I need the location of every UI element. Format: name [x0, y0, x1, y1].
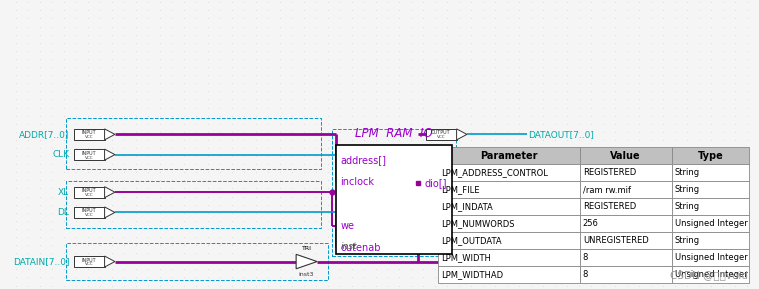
Bar [439, 147, 580, 164]
Bar [672, 181, 749, 198]
Text: INPUT: INPUT [82, 257, 96, 263]
Text: dio[]: dio[] [425, 178, 447, 188]
Bar [580, 198, 672, 215]
Bar [580, 266, 672, 283]
Bar [411, 150, 620, 171]
Text: VCC: VCC [84, 155, 93, 160]
Bar [439, 232, 580, 249]
Text: 8: 8 [583, 253, 588, 262]
Text: VCC: VCC [84, 262, 93, 266]
Text: Unsigned Integer: Unsigned Integer [675, 253, 748, 262]
Text: VCC: VCC [84, 193, 93, 197]
Text: Value: Value [610, 151, 641, 161]
Bar [672, 198, 749, 215]
Bar [580, 181, 672, 198]
Bar [580, 147, 672, 164]
Text: VCC: VCC [84, 135, 93, 139]
Text: LPM_WIDTH: LPM_WIDTH [442, 253, 491, 262]
Polygon shape [105, 129, 115, 140]
Bar [66, 181, 321, 228]
Text: Unsigned Integer: Unsigned Integer [675, 219, 748, 228]
Text: LPM_FILE: LPM_FILE [442, 185, 480, 194]
Polygon shape [105, 187, 115, 198]
Bar [439, 198, 580, 215]
Text: Unsigned Integer: Unsigned Integer [675, 270, 748, 279]
Text: LPM_NUMWORDS: LPM_NUMWORDS [442, 219, 515, 228]
FancyBboxPatch shape [74, 149, 105, 160]
Text: String: String [675, 168, 700, 177]
Bar [66, 243, 329, 280]
Bar [580, 215, 672, 232]
Text: inclock: inclock [340, 177, 374, 187]
Bar [672, 215, 749, 232]
Text: VCC: VCC [84, 213, 93, 217]
Text: CSDN @甘晴void: CSDN @甘晴void [669, 270, 748, 280]
Text: we: we [340, 221, 354, 231]
FancyBboxPatch shape [426, 129, 457, 140]
Bar [580, 249, 672, 266]
Text: inst3: inst3 [299, 272, 314, 277]
Bar [439, 266, 580, 283]
Text: /ram rw.mif: /ram rw.mif [583, 185, 631, 194]
Bar [580, 232, 672, 249]
Text: OUTPUT: OUTPUT [431, 130, 451, 136]
Text: TRI: TRI [301, 247, 312, 251]
FancyBboxPatch shape [74, 207, 105, 218]
Text: Parameter: Parameter [480, 151, 538, 161]
FancyBboxPatch shape [74, 129, 105, 140]
Polygon shape [105, 149, 115, 160]
Text: String: String [675, 185, 700, 194]
Bar [672, 266, 749, 283]
Text: 256: 256 [583, 219, 599, 228]
Text: INPUT: INPUT [82, 208, 96, 214]
FancyBboxPatch shape [74, 256, 105, 267]
Bar [439, 181, 580, 198]
Bar [439, 215, 580, 232]
Text: LPM_WIDTHAD: LPM_WIDTHAD [442, 270, 503, 279]
Bar [66, 118, 321, 169]
Bar [672, 147, 749, 164]
Text: LPM  RAM  IO: LPM RAM IO [355, 127, 433, 140]
Bar [439, 164, 580, 181]
Text: DL: DL [58, 208, 69, 217]
Text: outenab: outenab [340, 243, 381, 253]
Text: INPUT: INPUT [82, 188, 96, 193]
Bar [439, 249, 580, 266]
Text: DATAIN[7..0]: DATAIN[7..0] [13, 257, 69, 266]
Polygon shape [105, 256, 115, 267]
Text: DATAOUT[7..0]: DATAOUT[7..0] [528, 130, 594, 139]
Text: REGISTERED: REGISTERED [583, 168, 636, 177]
Text: String: String [675, 236, 700, 245]
Text: UNREGISTERED: UNREGISTERED [583, 236, 649, 245]
Text: REGISTERED: REGISTERED [583, 202, 636, 211]
Polygon shape [296, 254, 317, 269]
Polygon shape [457, 129, 467, 140]
Bar [580, 164, 672, 181]
Text: ADDR[7..0]: ADDR[7..0] [19, 130, 69, 139]
Text: LPM_INDATA: LPM_INDATA [442, 202, 493, 211]
Text: LPM_ADDRESS_CONTROL: LPM_ADDRESS_CONTROL [442, 168, 548, 177]
Bar [672, 232, 749, 249]
Text: VCC: VCC [436, 135, 446, 139]
Text: 8: 8 [583, 270, 588, 279]
Bar [332, 129, 455, 256]
Text: LPM_OUTDATA: LPM_OUTDATA [442, 236, 502, 245]
Text: Type: Type [698, 151, 723, 161]
Text: INPUT: INPUT [82, 151, 96, 156]
Text: inst: inst [340, 242, 357, 251]
Bar [672, 249, 749, 266]
Polygon shape [105, 207, 115, 218]
Text: CLK: CLK [52, 150, 69, 159]
Text: XL: XL [58, 188, 69, 197]
Text: String: String [675, 202, 700, 211]
Bar [672, 164, 749, 181]
Bar [335, 144, 452, 254]
Text: INPUT: INPUT [82, 130, 96, 136]
Text: address[]: address[] [340, 155, 386, 165]
FancyBboxPatch shape [74, 187, 105, 198]
